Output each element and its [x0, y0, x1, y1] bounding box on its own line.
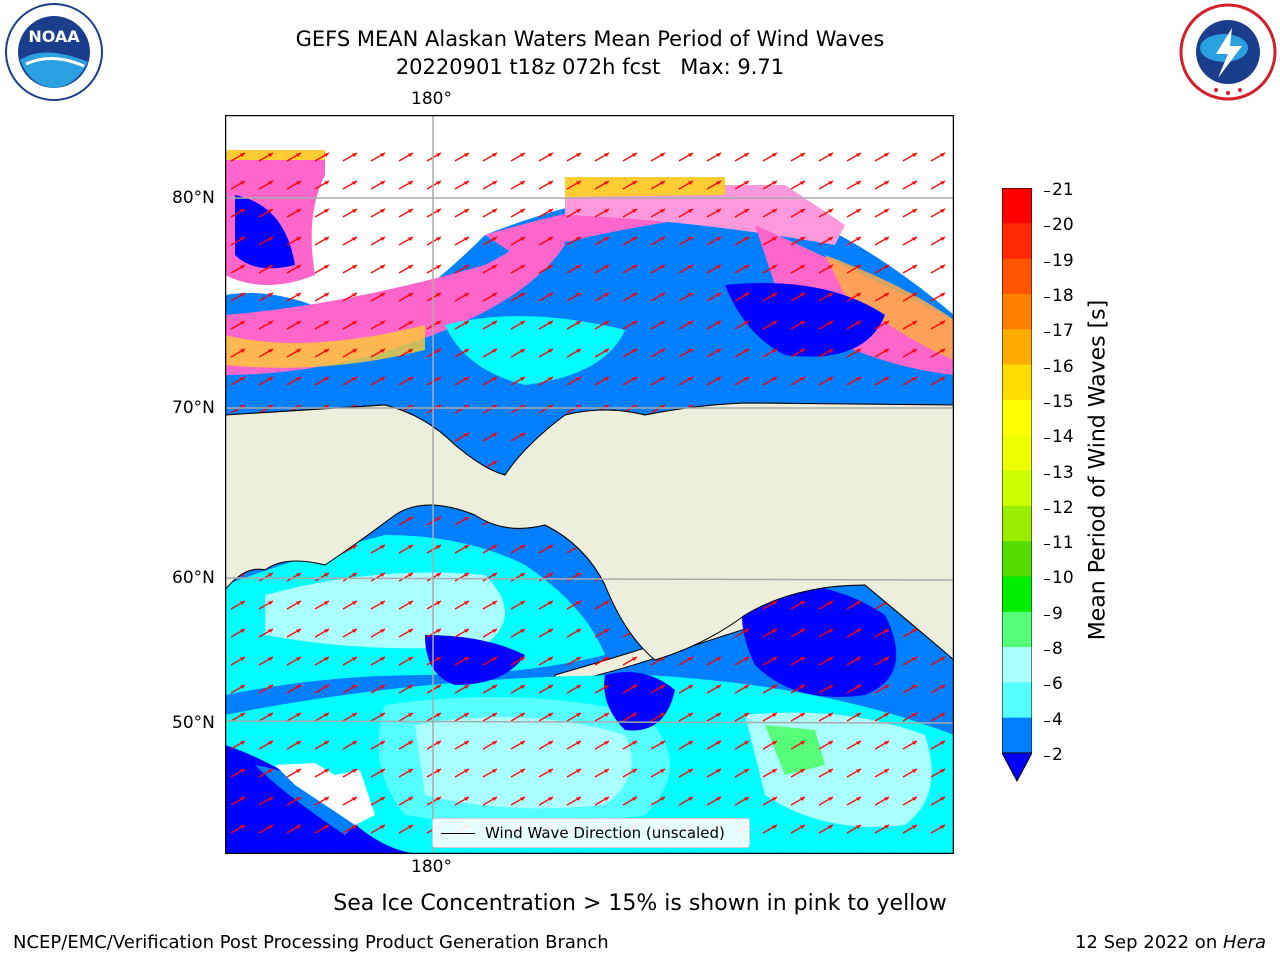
date-stamp: 12 Sep 2022 on Hera — [1075, 932, 1266, 953]
colorbar-swatch — [1002, 223, 1032, 260]
colorbar-swatches — [1001, 187, 1033, 783]
colorbar-tick-label: 2 — [1044, 745, 1063, 765]
colorbar-swatch — [1002, 293, 1032, 330]
colorbar — [1001, 187, 1033, 783]
colorbar-tick-label: 11 — [1044, 533, 1074, 553]
colorbar-tick-label: 4 — [1044, 710, 1063, 730]
lat-label-50n: 50°N — [172, 713, 215, 733]
colorbar-swatch — [1002, 258, 1032, 295]
colorbar-swatch — [1002, 541, 1032, 577]
colorbar-swatch — [1002, 364, 1032, 401]
legend-line-swatch — [441, 832, 475, 834]
sea-ice-note: Sea Ice Concentration > 15% is shown in … — [333, 891, 947, 916]
legend-label: Wind Wave Direction (unscaled) — [485, 824, 725, 842]
machine-name: Hera — [1222, 932, 1266, 953]
wave-period-map — [224, 114, 955, 855]
colorbar-tick-label: 14 — [1044, 427, 1074, 447]
map-panel: Wind Wave Direction (unscaled) — [224, 114, 955, 855]
colorbar-swatch — [1002, 611, 1032, 648]
colorbar-swatch — [1002, 188, 1032, 224]
colorbar-tick-label: 8 — [1044, 639, 1063, 659]
colorbar-swatch — [1002, 647, 1032, 683]
colorbar-tick-label: 6 — [1044, 674, 1063, 694]
chart-title: GEFS MEAN Alaskan Waters Mean Period of … — [295, 27, 885, 51]
colorbar-swatch — [1002, 505, 1032, 542]
credit-text: NCEP/EMC/Verification Post Processing Pr… — [13, 932, 609, 953]
colorbar-tick-label: 17 — [1044, 321, 1074, 341]
colorbar-swatch — [1002, 399, 1032, 436]
colorbar-tick-label: 16 — [1044, 357, 1074, 377]
date-text: 12 Sep 2022 on — [1075, 932, 1223, 953]
colorbar-tick-label: 18 — [1044, 286, 1074, 306]
colorbar-tick-label: 10 — [1044, 568, 1074, 588]
colorbar-tick-label: 21 — [1044, 180, 1074, 200]
colorbar-tick-label: 20 — [1044, 215, 1074, 235]
lon-label-bottom: 180° — [411, 857, 452, 877]
colorbar-tick-label: 13 — [1044, 463, 1074, 483]
colorbar-tick-label: 9 — [1044, 604, 1063, 624]
colorbar-swatch — [1002, 717, 1032, 753]
colorbar-extend-arrow — [1001, 752, 1033, 783]
colorbar-ticks: 21 20 19 18 17 16 15 14 13 12 11 10 9 8 6 4 2 — [1040, 180, 1080, 770]
noaa-logo: NOAA — [4, 2, 104, 102]
colorbar-label: Mean Period of Wind Waves [s] — [1085, 299, 1111, 641]
colorbar-swatch — [1002, 576, 1032, 613]
map-legend: Wind Wave Direction (unscaled) — [432, 818, 750, 848]
nws-logo — [1178, 2, 1278, 102]
lon-label-top: 180° — [411, 89, 452, 109]
lat-label-60n: 60°N — [172, 568, 215, 588]
chart-subtitle: 20220901 t18z 072h fcst Max: 9.71 — [395, 55, 785, 79]
lat-label-70n: 70°N — [172, 398, 215, 418]
colorbar-swatch — [1002, 682, 1032, 719]
colorbar-tick-label: 12 — [1044, 498, 1074, 518]
colorbar-swatch — [1002, 470, 1032, 507]
colorbar-swatch — [1002, 435, 1032, 471]
colorbar-tick-label: 19 — [1044, 251, 1074, 271]
colorbar-swatch — [1002, 329, 1032, 366]
colorbar-tick-label: 15 — [1044, 392, 1074, 412]
noaa-logo-text: NOAA — [28, 27, 80, 46]
lat-label-80n: 80°N — [172, 188, 215, 208]
